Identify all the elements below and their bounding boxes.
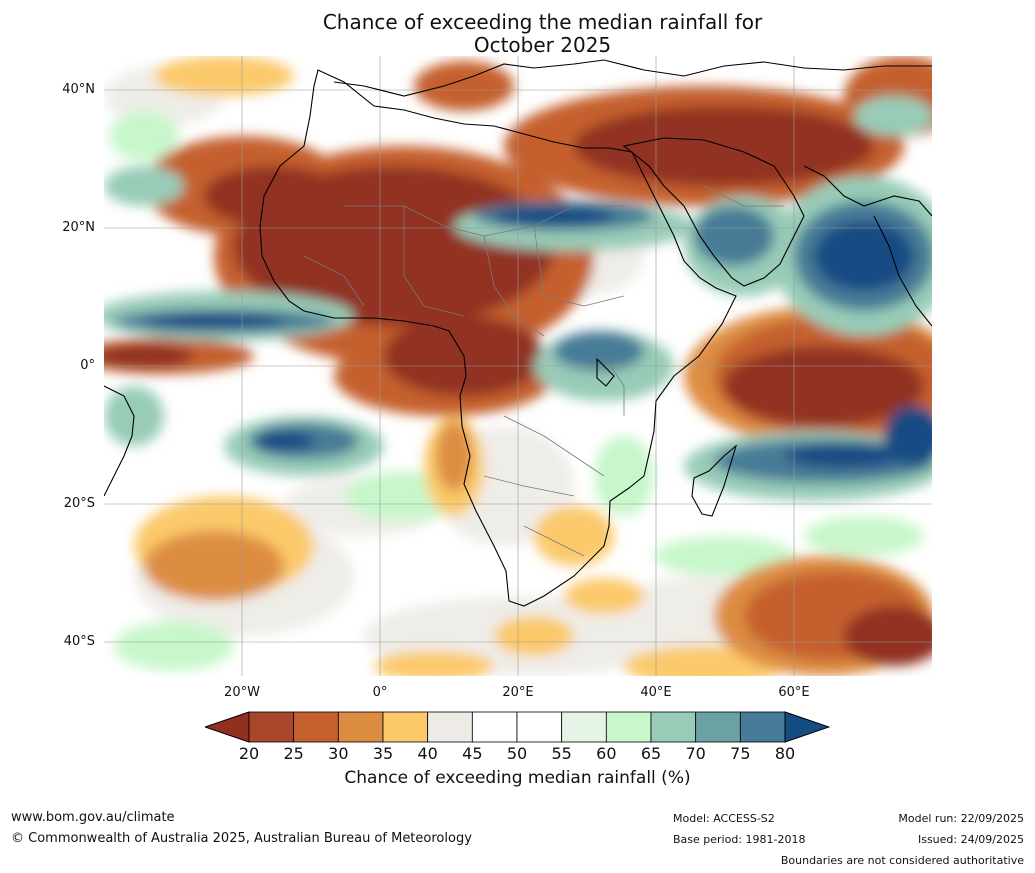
rainfall-field — [104, 56, 932, 676]
legend-swatch — [337, 711, 384, 743]
footer-disclaimer: Boundaries are not considered authoritat… — [780, 854, 1024, 867]
legend-tick-label: 80 — [774, 744, 796, 763]
legend-swatch — [427, 711, 473, 743]
rainfall-map — [104, 56, 932, 676]
legend-swatch — [471, 711, 518, 743]
lat-label-0: 0° — [80, 358, 95, 373]
legend-title: Chance of exceeding median rainfall (%) — [344, 768, 691, 788]
legend-tick-label: 20 — [238, 744, 260, 763]
legend-tick-label: 45 — [462, 744, 483, 763]
legend-over-arrow — [784, 711, 830, 743]
legend-tick-label: 40 — [417, 744, 438, 763]
legend-swatch — [516, 711, 563, 743]
footer-website[interactable]: www.bom.gov.au/climate — [11, 810, 175, 825]
legend-tick-label: 75 — [730, 744, 751, 763]
lon-label-20e: 20°E — [502, 685, 534, 700]
legend-tick-label: 35 — [372, 744, 394, 763]
lat-label-40s: 40°S — [63, 634, 95, 649]
map-title-line1: Chance of exceeding the median rainfall … — [322, 10, 763, 34]
footer-base-period: Base period: 1981-2018 — [673, 833, 806, 846]
legend-swatch — [650, 711, 697, 743]
legend-swatch — [739, 711, 786, 743]
footer-model: Model: ACCESS-S2 — [673, 812, 775, 825]
legend-swatch — [382, 711, 429, 743]
country-borders — [303, 185, 784, 557]
legend-swatch — [293, 711, 339, 743]
lon-label-0: 0° — [372, 685, 388, 700]
legend-swatch — [561, 711, 607, 743]
legend-tick-label: 70 — [685, 744, 706, 763]
legend-swatch — [695, 711, 741, 743]
legend-tick-label: 30 — [328, 744, 349, 763]
legend-tick-label: 65 — [640, 744, 662, 763]
lon-label-40e: 40°E — [640, 685, 672, 700]
legend-tick-label: 55 — [551, 744, 572, 763]
lat-label-20n: 20°N — [62, 220, 95, 235]
footer-model-run: Model run: 22/09/2025 — [898, 812, 1024, 825]
graticule — [104, 56, 932, 676]
coastlines — [104, 59, 932, 607]
legend-swatch — [248, 711, 295, 743]
footer-copyright: © Commonwealth of Australia 2025, Austra… — [11, 831, 472, 846]
legend-swatch — [605, 711, 652, 743]
legend-tick-label: 50 — [506, 744, 528, 763]
legend-tick-label: 25 — [283, 744, 304, 763]
lon-label-20w: 20°W — [224, 685, 260, 700]
lon-label-60e: 60°E — [778, 685, 810, 700]
legend-under-arrow — [205, 711, 250, 743]
lat-label-40n: 40°N — [62, 82, 95, 97]
lat-label-20s: 20°S — [63, 496, 95, 511]
map-title-line2: October 2025 — [473, 33, 612, 57]
legend-tick-label: 60 — [596, 744, 617, 763]
footer-issued: Issued: 24/09/2025 — [917, 833, 1024, 846]
legend-colorbar — [205, 711, 830, 743]
